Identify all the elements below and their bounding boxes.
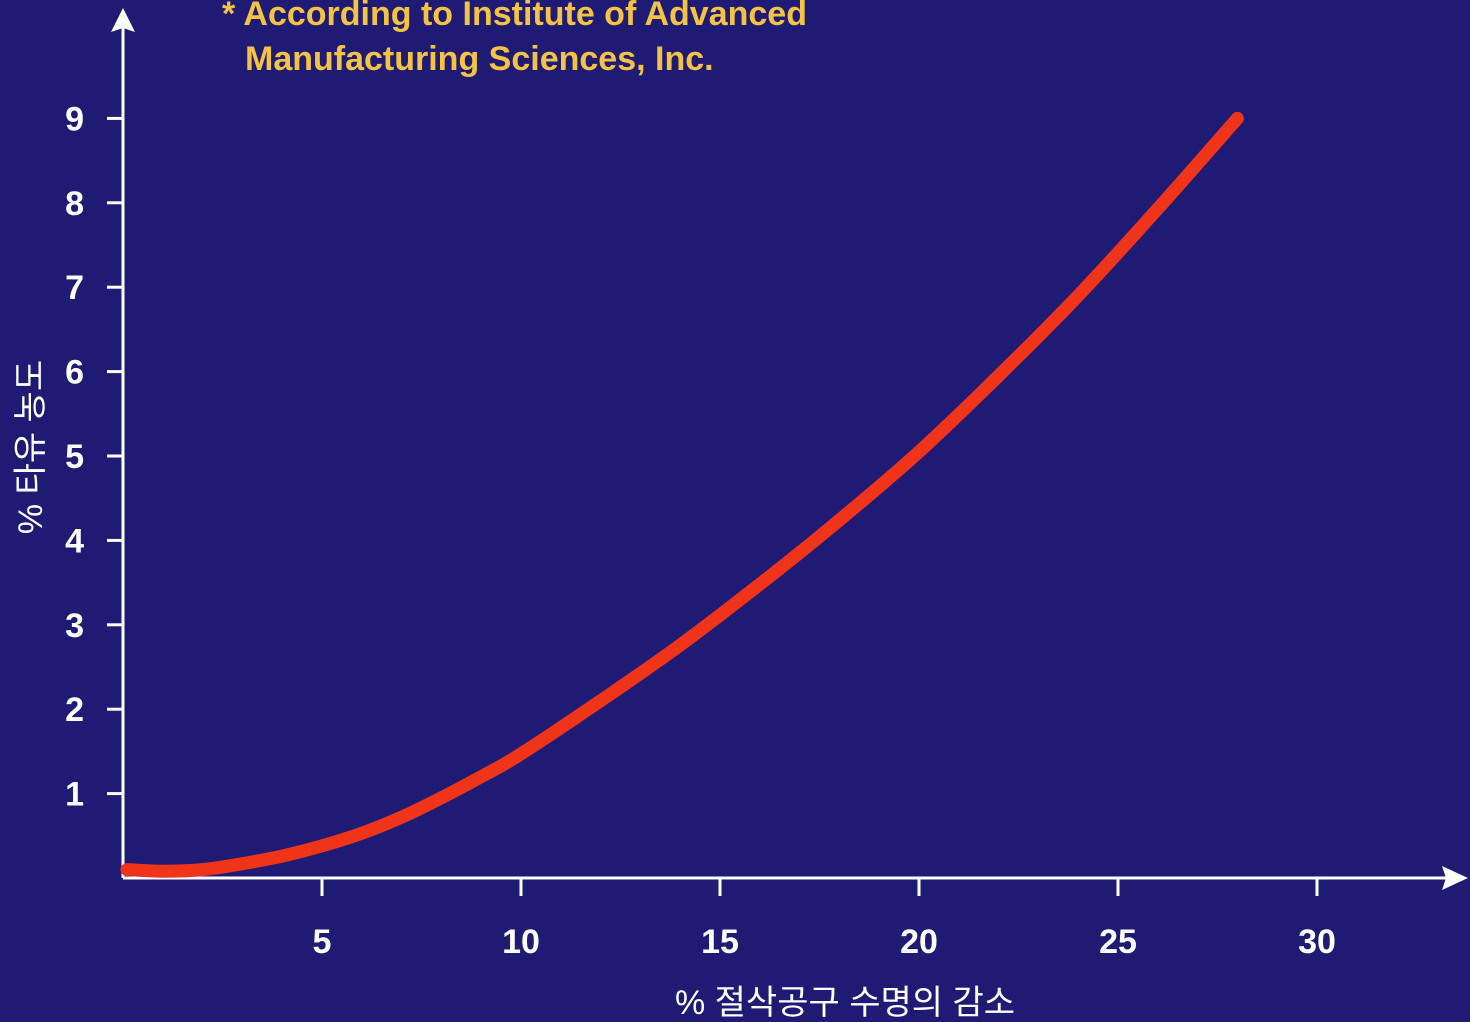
y-tick-label: 1: [65, 776, 84, 814]
x-tick-label: 25: [1099, 923, 1137, 961]
y-tick-label: 5: [65, 438, 84, 476]
x-axis-arrow: [1442, 866, 1468, 890]
chart-axis-labels: % 절삭공구 수명의 감소 % 타유 농도: [12, 360, 1015, 1022]
x-tick-label: 20: [900, 923, 938, 961]
x-axis-label: % 절삭공구 수명의 감소: [675, 984, 1015, 1022]
y-tick-label: 3: [65, 607, 84, 645]
y-tick-label: 4: [65, 522, 84, 560]
x-tick-label: 10: [502, 923, 540, 961]
chart-series: [120, 111, 1244, 878]
y-axis-label: % 타유 농도: [12, 360, 50, 534]
x-tick-label: 15: [701, 923, 739, 961]
y-tick-label: 6: [65, 354, 84, 392]
source-note: * According to Institute of Advanced Man…: [222, 0, 807, 82]
x-tick-label: 5: [313, 923, 332, 961]
y-tick-label: 8: [65, 185, 84, 223]
series-line: [120, 111, 1244, 878]
source-note-line1: * According to Institute of Advanced: [222, 0, 807, 33]
chart-axes: [111, 8, 1468, 890]
source-note-line2: Manufacturing Sciences, Inc.: [245, 40, 714, 78]
y-tick-label: 7: [65, 269, 84, 307]
x-tick-label: 30: [1298, 923, 1336, 961]
y-tick-label: 9: [65, 100, 84, 138]
chart-ticks: 5 10 15 20 25 30 1 2 3 4 5 6 7 8 9: [65, 100, 1336, 961]
y-axis-arrow: [111, 8, 135, 32]
y-tick-label: 2: [65, 691, 84, 729]
